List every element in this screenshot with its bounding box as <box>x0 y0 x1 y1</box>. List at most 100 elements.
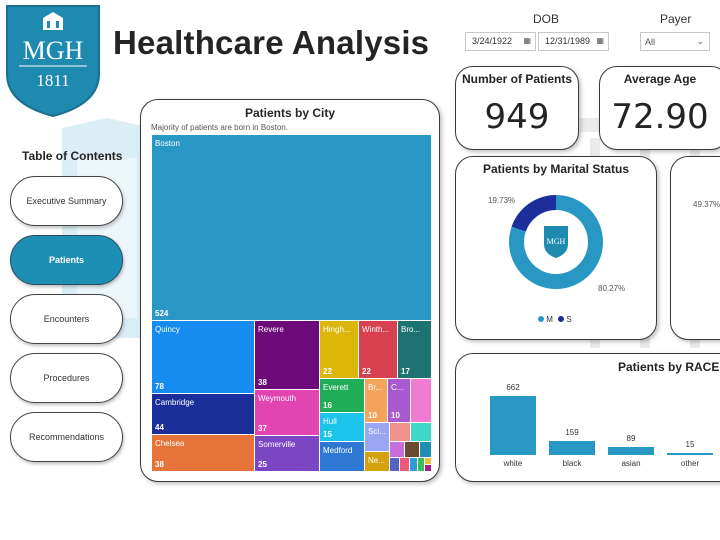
race-bar-value-label: 662 <box>506 383 520 392</box>
dob-end-value: 12/31/1989 <box>545 36 591 46</box>
donut-slice-m[interactable] <box>509 195 603 289</box>
treemap-cell-ne[interactable]: Ne... <box>365 452 389 471</box>
donut-slice-s[interactable] <box>511 195 556 232</box>
dob-end-input[interactable]: 12/31/1989 ▦ <box>538 32 609 51</box>
treemap-city-label: Sci... <box>368 427 386 436</box>
treemap-cell-other-19[interactable] <box>411 423 431 441</box>
treemap-cell-br[interactable]: Br... 10 <box>365 379 387 422</box>
race-chart-title: Patients by RACE <box>618 360 720 374</box>
treemap-cell-bro[interactable]: Bro... 17 <box>398 321 431 378</box>
treemap-cell-hingh[interactable]: Hingh... 22 <box>320 321 358 378</box>
legend-dot-s <box>558 316 565 322</box>
average-age-card: Average Age 72.90 <box>599 66 720 150</box>
race-bar-other[interactable] <box>667 453 713 455</box>
payer-selected-value: All <box>645 37 656 47</box>
mgh-logo: MGH 1811 <box>6 5 100 118</box>
marital-donut-chart: MGH <box>509 195 603 289</box>
treemap-cell-other-21[interactable] <box>405 442 419 457</box>
nav-button-procedures[interactable]: Procedures <box>10 353 123 403</box>
treemap-value-label: 25 <box>258 460 267 469</box>
treemap-value-label: 16 <box>323 401 332 410</box>
treemap-cell-revere[interactable]: Revere 38 <box>255 321 319 389</box>
city-treemap: Boston 524 Quincy 78 Cambridge 44 Chelsea 38 Rev… <box>152 135 431 471</box>
marital-status-card: Patients by Marital Status MGH 19.73% 80… <box>455 156 657 340</box>
treemap-city-label: Boston <box>155 139 180 148</box>
treemap-cell-medford[interactable]: Medford <box>320 442 364 471</box>
treemap-cell-other-23[interactable] <box>390 458 399 471</box>
treemap-value-label: 10 <box>368 411 377 420</box>
treemap-value-label: 38 <box>258 378 267 387</box>
legend-label-s: S <box>566 315 572 324</box>
treemap-cell-hull[interactable]: Hull 15 <box>320 413 364 441</box>
treemap-cell-other-25[interactable] <box>410 458 417 471</box>
treemap-city-label: Winth... <box>362 325 390 334</box>
nav-button-patients[interactable]: Patients <box>10 235 123 285</box>
calendar-icon[interactable]: ▦ <box>596 36 604 45</box>
chevron-down-icon: ⌄ <box>696 36 704 46</box>
treemap-cell-sci[interactable]: Sci... <box>365 423 389 451</box>
race-bar-value-label: 89 <box>626 434 636 444</box>
race-bar-black[interactable] <box>549 440 595 455</box>
average-age-label: Average Age <box>623 72 697 86</box>
treemap-value-label: 17 <box>401 367 410 376</box>
treemap-cell-boston[interactable]: Boston 524 <box>152 135 431 320</box>
treemap-cell-quincy[interactable]: Quincy 78 <box>152 321 254 393</box>
treemap-cell-everett[interactable]: Everett 16 <box>320 379 364 412</box>
treemap-cell-c[interactable]: C... 10 <box>388 379 410 422</box>
patients-count-label: Number of Patients <box>461 72 572 86</box>
nav-button-recommendations[interactable]: Recommendations <box>10 412 123 462</box>
nav-button-executive-summary[interactable]: Executive Summary <box>10 176 123 226</box>
payer-dropdown[interactable]: All ⌄ <box>640 32 710 51</box>
treemap-cell-weymouth[interactable]: Weymouth 37 <box>255 390 319 435</box>
treemap-cell-other-22[interactable] <box>420 442 431 457</box>
treemap-cell-cambridge[interactable]: Cambridge 44 <box>152 394 254 434</box>
treemap-cell-other-27[interactable] <box>425 458 431 464</box>
partial-chart-card: 49.37% <box>670 156 720 340</box>
treemap-cell-other-24[interactable] <box>400 458 409 471</box>
calendar-icon[interactable]: ▦ <box>523 36 531 45</box>
partial-percent-label: 49.37% <box>693 200 720 209</box>
treemap-cell-winth[interactable]: Winth... 22 <box>359 321 397 378</box>
treemap-city-label: Ne... <box>368 456 385 465</box>
treemap-value-label: 37 <box>258 424 267 433</box>
treemap-city-label: Chelsea <box>155 439 185 448</box>
treemap-value-label: 15 <box>323 430 332 439</box>
treemap-cell-other-20[interactable] <box>390 442 404 457</box>
patients-count-value: 949 <box>484 97 550 137</box>
treemap-cell-chelsea[interactable]: Chelsea 38 <box>152 435 254 471</box>
marital-chart-title: Patients by Marital Status <box>482 162 630 176</box>
treemap-city-label: Hingh... <box>323 325 351 334</box>
race-category-label: asian <box>621 459 641 468</box>
patients-count-card: Number of Patients 949 <box>455 66 579 150</box>
city-chart-subtitle: Majority of patients are born in Boston. <box>151 123 288 132</box>
race-category-label: other <box>680 459 700 468</box>
legend-label-m: M <box>546 315 553 324</box>
treemap-value-label: 524 <box>155 309 169 318</box>
marital-m-percent-label: 80.27% <box>598 284 626 293</box>
treemap-cell-other-28[interactable] <box>425 465 431 471</box>
race-bar-asian[interactable] <box>608 447 654 455</box>
donut-center-logo-text: MGH <box>547 237 566 246</box>
race-category-label: black <box>562 459 582 468</box>
payer-filter-label: Payer <box>660 12 692 26</box>
treemap-value-label: 44 <box>155 423 164 432</box>
race-bar-plot: 662 white 159 black 89 asian 15 other <box>456 354 720 483</box>
treemap-city-label: Bro... <box>401 325 421 334</box>
nav-button-encounters[interactable]: Encounters <box>10 294 123 344</box>
logo-text: MGH <box>23 36 84 65</box>
treemap-cell-somerville[interactable]: Somerville 25 <box>255 436 319 471</box>
treemap-cell-other-18[interactable] <box>390 423 410 441</box>
race-category-label: white <box>503 459 523 468</box>
treemap-value-label: 10 <box>391 411 400 420</box>
treemap-city-label: Hull <box>323 417 337 426</box>
donut-center-logo-icon <box>544 226 568 258</box>
dob-start-input[interactable]: 3/24/1922 ▦ <box>465 32 536 51</box>
treemap-cell-other-26[interactable] <box>418 458 424 471</box>
race-bar-white[interactable] <box>490 396 536 455</box>
legend-dot-m <box>538 316 544 322</box>
marital-legend: M S <box>538 315 572 324</box>
treemap-city-label: Everett <box>323 383 349 392</box>
treemap-city-label: Br... <box>368 383 383 392</box>
treemap-cell-other-17[interactable] <box>411 379 431 422</box>
logo-year: 1811 <box>36 71 69 90</box>
